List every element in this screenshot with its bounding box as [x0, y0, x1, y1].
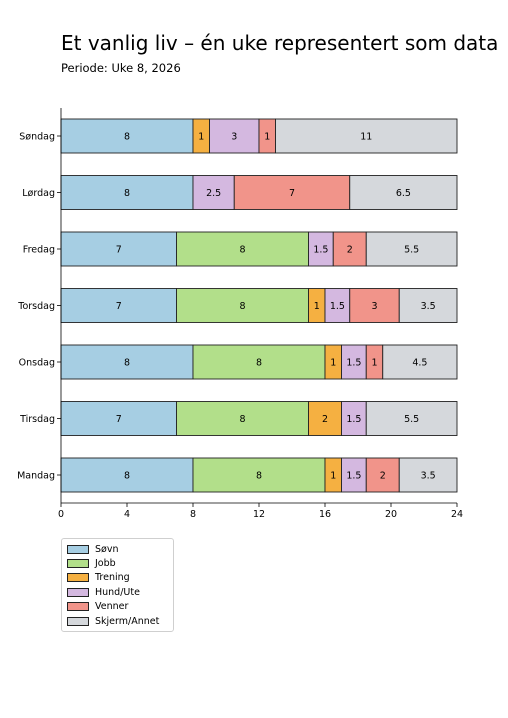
y-tick-label: Fredag: [23, 245, 55, 256]
legend-label: Venner: [95, 601, 129, 613]
bar-segment: [176, 231, 309, 267]
x-tick-label: 0: [58, 509, 64, 520]
legend-item: Jobb: [67, 556, 169, 570]
bar-segment: [349, 175, 458, 210]
bar-value-label: 1: [330, 358, 336, 369]
bar-value-label: 5.5: [404, 414, 419, 425]
legend-label: Skjerm/Annet: [95, 615, 160, 627]
bar-segment: [233, 175, 351, 210]
bar-value-label: 2: [380, 471, 386, 482]
chart-title: Et vanlig liv – én uke representert som …: [61, 31, 499, 55]
legend-label: Hund/Ute: [95, 586, 140, 598]
bar-value-label: 3: [231, 132, 237, 143]
bar-value-label: 7: [116, 414, 122, 425]
bar-value-label: 8: [124, 188, 130, 199]
legend-swatch: [67, 544, 89, 554]
bar-value-label: 2.5: [206, 188, 221, 199]
bar-value-label: 1.5: [346, 358, 361, 369]
bar-value-label: 8: [239, 245, 245, 256]
x-tick-label: 4: [124, 509, 130, 520]
y-tick-label: Søndag: [19, 132, 55, 143]
legend-label: Jobb: [95, 558, 116, 570]
legend-item: Søvn: [67, 542, 169, 556]
bar-value-label: 1: [330, 471, 336, 482]
x-tick-label: 20: [385, 509, 397, 520]
legend: Søvn Jobb Trening Hund/Ute Venner Skjerm/Anne…: [61, 538, 174, 633]
legend-swatch: [67, 616, 89, 626]
bar-segment: [341, 344, 367, 380]
bar-segment: [308, 231, 334, 267]
bar-value-label: 8: [239, 414, 245, 425]
bar-value-label: 5.5: [404, 245, 419, 256]
bar-value-label: 8: [124, 132, 130, 143]
legend-item: Hund/Ute: [67, 585, 169, 599]
legend-swatch: [67, 587, 89, 597]
x-tick-label: 12: [253, 509, 265, 520]
bar-value-label: 2: [347, 245, 353, 256]
bar-value-label: 1.5: [346, 471, 361, 482]
bar-value-label: 1: [198, 132, 204, 143]
bar-value-label: 2: [322, 414, 328, 425]
legend-item: Trening: [67, 571, 169, 585]
bar-value-label: 1: [264, 132, 270, 143]
chart-subtitle: Periode: Uke 8, 2026: [61, 61, 181, 75]
bar-value-label: 3: [371, 301, 377, 312]
bar-segment: [398, 288, 458, 323]
bar-value-label: 3.5: [421, 301, 436, 312]
bar-segment: [60, 457, 194, 493]
bar-segment: [60, 231, 177, 267]
y-tick-label: Torsdag: [17, 301, 55, 312]
y-tick-label: Lørdag: [22, 188, 55, 199]
x-tick-label: 8: [190, 509, 196, 520]
bar-segment: [365, 457, 400, 493]
bar-value-label: 6.5: [396, 188, 411, 199]
bar-value-label: 11: [360, 132, 372, 143]
y-tick-label: Onsdag: [19, 358, 55, 369]
bar-segment: [275, 118, 458, 154]
bar-value-label: 1.5: [313, 245, 328, 256]
legend-swatch: [67, 559, 89, 569]
bar-value-label: 1.5: [330, 301, 345, 312]
bar-value-label: 7: [116, 245, 122, 256]
bar-value-label: 1: [371, 358, 377, 369]
bar-segment: [365, 231, 458, 267]
legend-label: Søvn: [95, 543, 119, 555]
bar-segment: [176, 401, 309, 436]
y-tick-label: Tirsdag: [19, 414, 55, 425]
bar-segment: [209, 118, 260, 154]
bar-segment: [192, 457, 326, 493]
bar-value-label: 8: [256, 358, 262, 369]
bar-segment: [60, 175, 194, 210]
bar-segment: [60, 118, 194, 154]
bar-segment: [192, 344, 326, 380]
bar-segment: [176, 288, 309, 323]
x-tick-label: 24: [451, 509, 463, 520]
bar-value-label: 4.5: [412, 358, 427, 369]
bar-segment: [308, 401, 342, 436]
bar-segment: [365, 401, 458, 436]
legend-swatch: [67, 573, 89, 583]
bar-value-label: 1.5: [346, 414, 361, 425]
bar-value-label: 8: [239, 301, 245, 312]
bar-value-label: 8: [124, 471, 130, 482]
bar-segment: [382, 344, 458, 380]
bar-value-label: 7: [289, 188, 295, 199]
legend-item: Skjerm/Annet: [67, 614, 169, 628]
bar-segment: [398, 457, 458, 493]
legend-label: Trening: [95, 572, 130, 584]
bar-value-label: 8: [256, 471, 262, 482]
bar-value-label: 1: [314, 301, 320, 312]
y-tick-label: Mandag: [17, 471, 55, 482]
x-tick-label: 16: [319, 509, 331, 520]
bar-value-label: 7: [116, 301, 122, 312]
bar-value-label: 8: [124, 358, 130, 369]
legend-item: Venner: [67, 600, 169, 614]
bar-segment: [349, 288, 400, 323]
legend-swatch: [67, 602, 89, 612]
bar-value-label: 3.5: [421, 471, 436, 482]
